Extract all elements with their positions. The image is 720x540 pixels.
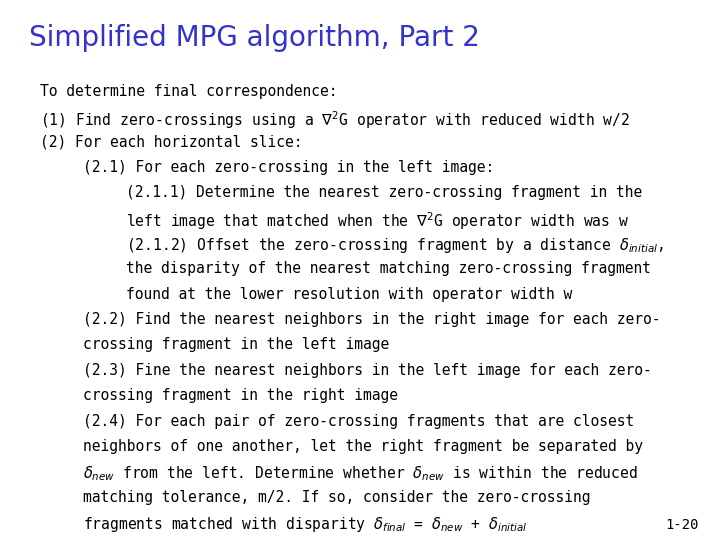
Text: left image that matched when the $\nabla^2$G operator width was w: left image that matched when the $\nabla… xyxy=(126,211,629,232)
Text: (2.2) Find the nearest neighbors in the right image for each zero-: (2.2) Find the nearest neighbors in the … xyxy=(83,312,660,327)
Text: crossing fragment in the left image: crossing fragment in the left image xyxy=(83,338,389,353)
Text: (2.1.1) Determine the nearest zero-crossing fragment in the: (2.1.1) Determine the nearest zero-cross… xyxy=(126,185,642,200)
Text: (1) Find zero-crossings using a $\nabla^2$G operator with reduced width w/2: (1) Find zero-crossings using a $\nabla^… xyxy=(40,109,630,131)
Text: (2.1.2) Offset the zero-crossing fragment by a distance $\delta_{initial}$,: (2.1.2) Offset the zero-crossing fragmen… xyxy=(126,236,664,255)
Text: Simplified MPG algorithm, Part 2: Simplified MPG algorithm, Part 2 xyxy=(29,24,480,52)
Text: the disparity of the nearest matching zero-crossing fragment: the disparity of the nearest matching ze… xyxy=(126,261,651,276)
Text: (2.3) Fine the nearest neighbors in the left image for each zero-: (2.3) Fine the nearest neighbors in the … xyxy=(83,363,652,378)
Text: To determine final correspondence:: To determine final correspondence: xyxy=(40,84,337,99)
Text: crossing fragment in the right image: crossing fragment in the right image xyxy=(83,388,397,403)
Text: neighbors of one another, let the right fragment be separated by: neighbors of one another, let the right … xyxy=(83,439,643,454)
Text: matching tolerance, m/2. If so, consider the zero-crossing: matching tolerance, m/2. If so, consider… xyxy=(83,490,590,505)
Text: fragments matched with disparity $\delta_{final}$ = $\delta_{new}$ + $\delta_{in: fragments matched with disparity $\delta… xyxy=(83,515,527,534)
Text: found at the lower resolution with operator width w: found at the lower resolution with opera… xyxy=(126,287,572,302)
Text: (2) For each horizontal slice:: (2) For each horizontal slice: xyxy=(40,134,302,150)
Text: 1-20: 1-20 xyxy=(665,518,698,532)
Text: (2.1) For each zero-crossing in the left image:: (2.1) For each zero-crossing in the left… xyxy=(83,160,494,175)
Text: (2.4) For each pair of zero-crossing fragments that are closest: (2.4) For each pair of zero-crossing fra… xyxy=(83,414,634,429)
Text: $\delta_{new}$ from the left. Determine whether $\delta_{new}$ is within the red: $\delta_{new}$ from the left. Determine … xyxy=(83,464,638,483)
